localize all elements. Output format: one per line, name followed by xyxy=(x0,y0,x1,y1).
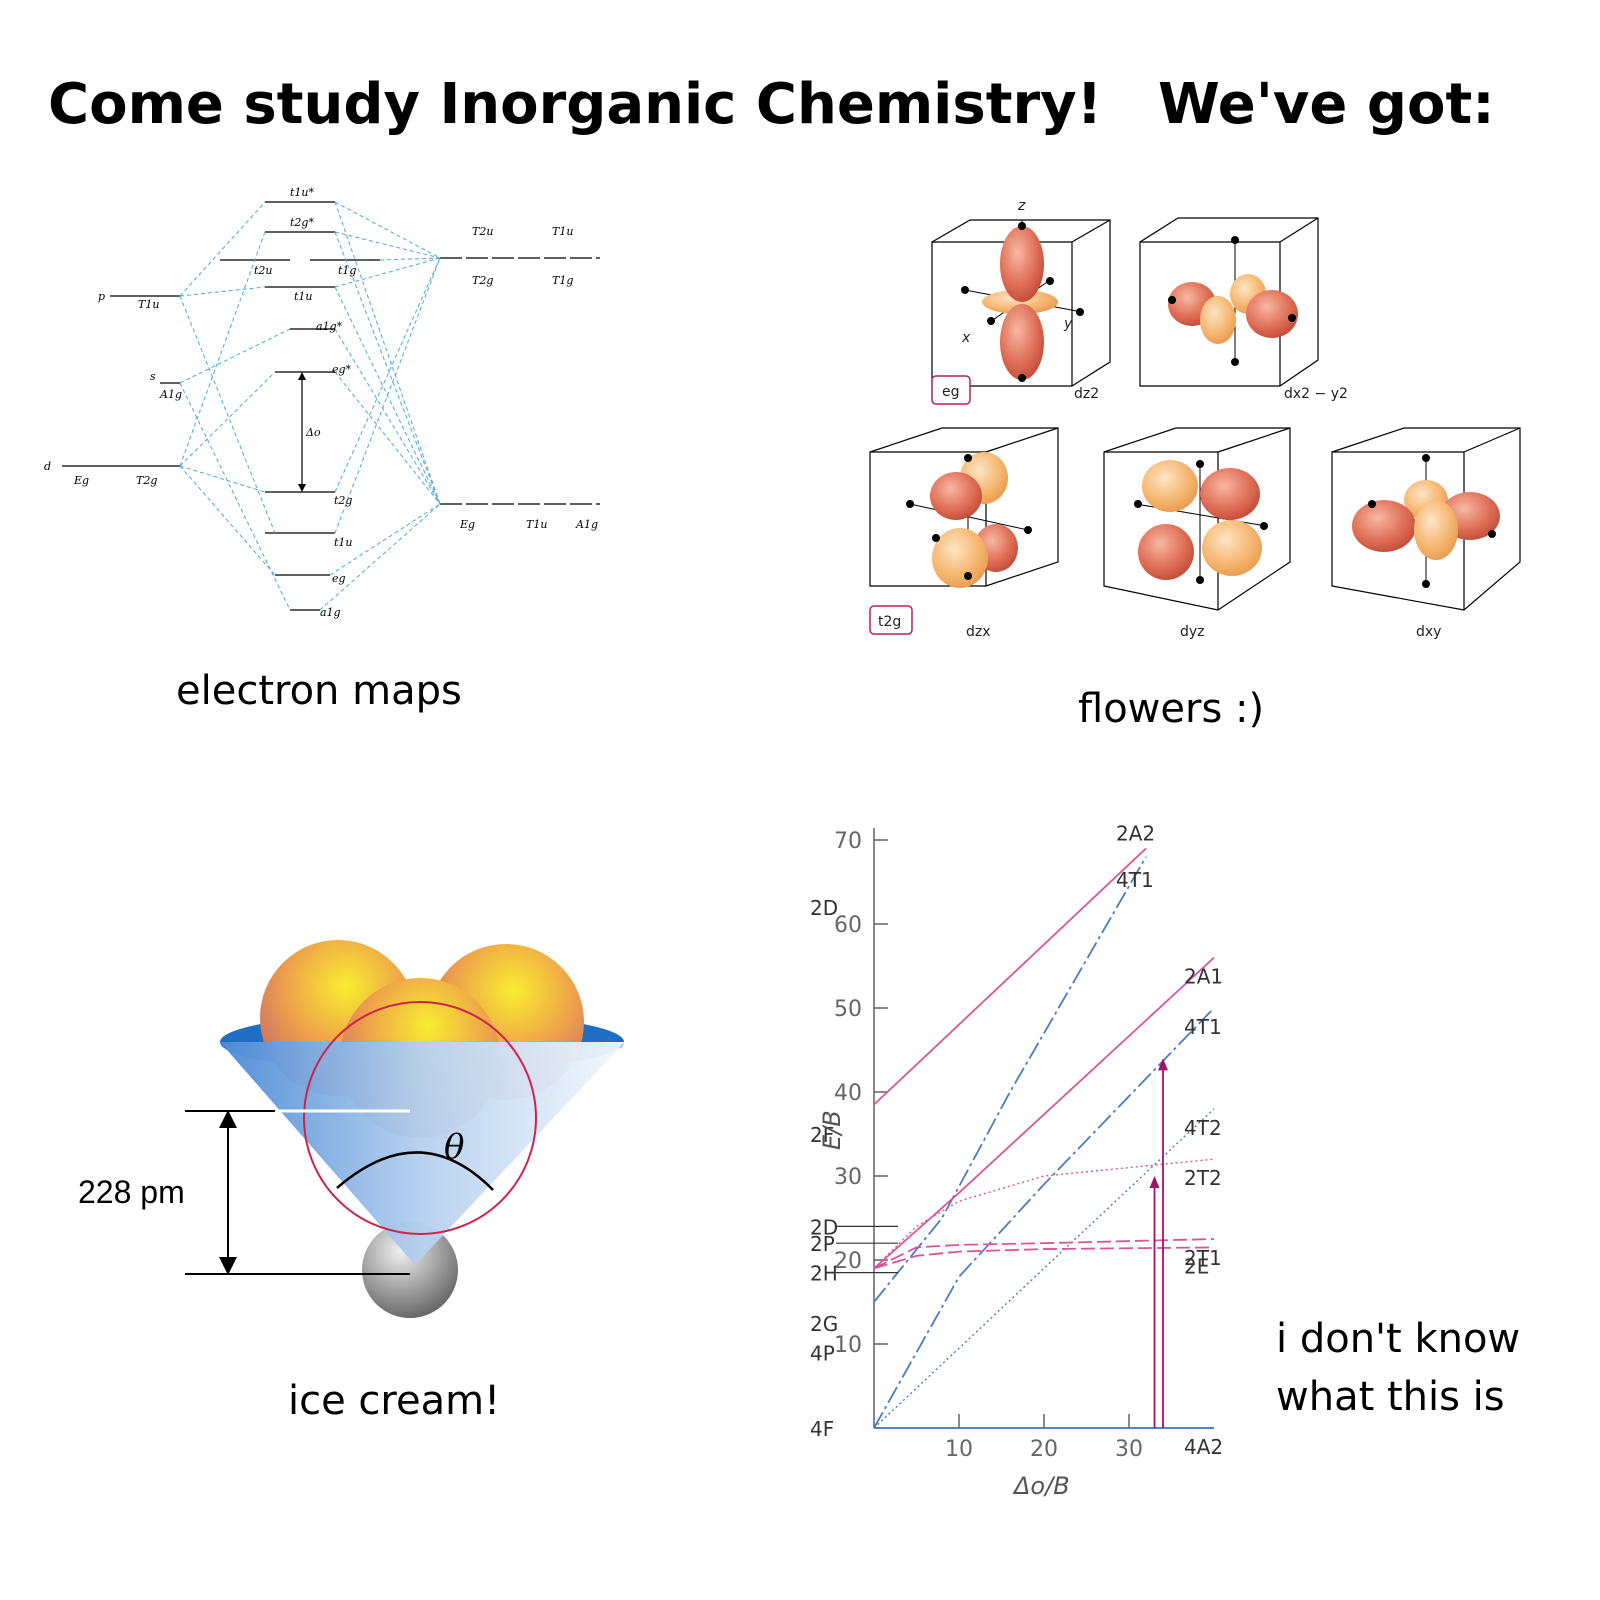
series-line xyxy=(873,856,1147,1303)
mo-label-t2g: t2g xyxy=(334,494,352,507)
free-ion-term: 2D xyxy=(810,1215,838,1239)
y-tick-label: 60 xyxy=(834,913,862,938)
chart-ylabel: E/B xyxy=(818,1110,846,1150)
mo-label-T1g-r: T1g xyxy=(552,274,573,287)
series-line xyxy=(873,1238,1215,1270)
axis-z-label: z xyxy=(1017,198,1026,214)
d-orbitals-panel: z x y eg t2g dz2 dx2 − y2 dzx dyz dxy xyxy=(860,190,1540,660)
mo-label-t1u: t1u xyxy=(294,290,313,303)
mo-label-eg-star: eg* xyxy=(332,363,352,376)
mo-label-delta: Δo xyxy=(305,426,321,439)
y-tick-label: 10 xyxy=(834,1333,862,1358)
series-label: 4T1 xyxy=(1184,1015,1222,1039)
series-label: 2T1 xyxy=(1184,1246,1222,1270)
dx2y2-label: dx2 − y2 xyxy=(1284,386,1348,402)
caption-electron-maps: electron maps xyxy=(176,668,462,714)
caption-unknown-line1: i don't know xyxy=(1276,1316,1521,1362)
y-tick-label: 40 xyxy=(834,1081,862,1106)
mo-label-T2u-r: T2u xyxy=(472,225,493,238)
series-label: 2A1 xyxy=(1184,965,1223,989)
mo-label-eg: eg xyxy=(332,572,346,585)
series-label: 4T1 xyxy=(1116,868,1154,892)
mo-label-T1u-r: T1u xyxy=(552,225,573,238)
caption-ice-cream: ice cream! xyxy=(288,1378,501,1424)
free-ion-term: 2D xyxy=(810,896,838,920)
transition-arrowhead xyxy=(1149,1176,1160,1188)
mo-label-t1g: t1g xyxy=(338,264,356,277)
mo-diagram: p T1u s A1g d Eg T2g t1u* t2g* t2u t1g t… xyxy=(40,180,620,640)
caption-unknown-line2: what this is xyxy=(1276,1374,1505,1420)
page-title: Come study Inorganic Chemistry! xyxy=(48,72,1103,137)
chart-xlabel: Δo/B xyxy=(1012,1472,1070,1500)
t2g-box-label: t2g xyxy=(878,614,901,630)
dz2-label: dz2 xyxy=(1074,386,1099,402)
mo-label-d: d xyxy=(44,460,51,473)
theta-label: θ xyxy=(444,1127,464,1167)
mo-label-Eg-r: Eg xyxy=(459,518,475,531)
mo-label-a1g: a1g xyxy=(320,606,341,619)
series-line xyxy=(873,1246,1215,1270)
mo-label-T1u: T1u xyxy=(138,298,159,311)
mo-label-t2g-star: t2g* xyxy=(290,216,314,229)
series-label: 2E xyxy=(1184,1254,1209,1278)
cone-angle-panel: θ 228 pm xyxy=(60,940,650,1340)
dzx-label: dzx xyxy=(966,624,991,640)
y-tick-label: 20 xyxy=(834,1249,862,1274)
free-ion-term: 2P xyxy=(810,1232,835,1256)
mo-label-p: p xyxy=(98,290,105,303)
series-label: 2A2 xyxy=(1116,821,1155,845)
series-label: 4T2 xyxy=(1184,1116,1222,1140)
mo-label-t1u-low: t1u xyxy=(334,536,353,549)
y-tick-label: 50 xyxy=(834,997,862,1022)
page-title-right: We've got: xyxy=(1158,72,1495,137)
series-label: 2T2 xyxy=(1184,1166,1222,1190)
dxy-label: dxy xyxy=(1416,624,1441,640)
eg-box-label: eg xyxy=(942,384,960,400)
transition-arrowhead xyxy=(1158,1058,1168,1071)
series-line xyxy=(873,847,1147,1106)
dyz-label: dyz xyxy=(1180,624,1205,640)
mo-label-T1u-r2: T1u xyxy=(526,518,547,531)
series-line xyxy=(873,956,1215,1270)
mo-label-t1u-star: t1u* xyxy=(290,186,315,199)
series-line xyxy=(873,1007,1215,1429)
caption-flowers: flowers :) xyxy=(1078,686,1265,732)
mo-label-t2u: t2u xyxy=(254,264,273,277)
free-ion-term: 2F xyxy=(810,1123,834,1147)
x-tick-label: 10 xyxy=(945,1437,973,1462)
distance-label: 228 pm xyxy=(78,1174,185,1210)
mo-label-Eg-d: Eg xyxy=(73,474,89,487)
free-ion-term: 4F xyxy=(810,1417,834,1441)
mo-label-T2g-r: T2g xyxy=(472,274,493,287)
free-ion-term: 4P xyxy=(810,1341,835,1365)
free-ion-term: 2H xyxy=(810,1262,838,1286)
tanabe-sugano-chart: 10 20 30 40 50 60 70 10 20 30 2A2 4T1 2A1 4T1 4T2 2T2 2… xyxy=(770,810,1270,1510)
mo-label-A1g-r: A1g xyxy=(575,518,598,531)
mo-label-s: s xyxy=(150,370,156,383)
series-label: 4A2 xyxy=(1184,1435,1223,1459)
mo-label-T2g-d: T2g xyxy=(136,474,157,487)
mo-label-a1g-star: a1g* xyxy=(316,320,343,333)
axis-y-label: y xyxy=(1063,316,1073,332)
x-tick-label: 20 xyxy=(1030,1437,1058,1462)
x-tick-label: 30 xyxy=(1115,1437,1143,1462)
axis-x-label: x xyxy=(961,330,971,346)
y-tick-label: 70 xyxy=(834,829,862,854)
y-tick-label: 30 xyxy=(834,1165,862,1190)
mo-label-A1g: A1g xyxy=(159,388,182,401)
free-ion-term: 2G xyxy=(810,1312,838,1336)
